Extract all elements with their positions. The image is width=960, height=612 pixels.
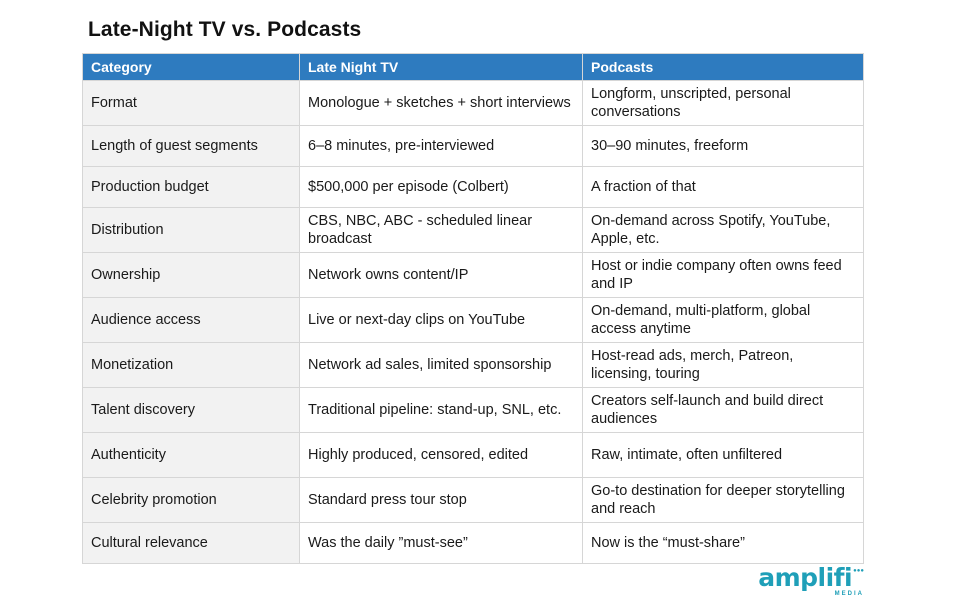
table-row: Distribution CBS, NBC, ABC - scheduled l… xyxy=(82,207,864,253)
row-category: Ownership xyxy=(82,252,300,298)
row-podcasts: 30–90 minutes, freeform xyxy=(582,125,864,167)
logo-subtitle: MEDIA xyxy=(834,591,864,597)
row-late-night-tv: Network owns content/IP xyxy=(299,252,583,298)
row-category: Format xyxy=(82,80,300,126)
row-late-night-tv: Highly produced, censored, edited xyxy=(299,432,583,478)
header-late-night-tv: Late Night TV xyxy=(299,53,583,81)
table-row: Talent discovery Traditional pipeline: s… xyxy=(82,387,864,433)
header-podcasts: Podcasts xyxy=(582,53,864,81)
row-podcasts: A fraction of that xyxy=(582,166,864,208)
row-late-night-tv: Was the daily ”must-see” xyxy=(299,522,583,564)
row-late-night-tv: $500,000 per episode (Colbert) xyxy=(299,166,583,208)
table-row: Ownership Network owns content/IP Host o… xyxy=(82,252,864,298)
row-category: Monetization xyxy=(82,342,300,388)
table-row: Audience access Live or next-day clips o… xyxy=(82,297,864,343)
table-row: Format Monologue + sketches + short inte… xyxy=(82,80,864,126)
page-title: Late-Night TV vs. Podcasts xyxy=(88,18,362,41)
row-podcasts: Host-read ads, merch, Patreon, licensing… xyxy=(582,342,864,388)
row-category: Celebrity promotion xyxy=(82,477,300,523)
row-category: Distribution xyxy=(82,207,300,253)
table-header-row: Category Late Night TV Podcasts xyxy=(82,53,864,81)
row-late-night-tv: CBS, NBC, ABC - scheduled linear broadca… xyxy=(299,207,583,253)
row-podcasts: On-demand across Spotify, YouTube, Apple… xyxy=(582,207,864,253)
row-podcasts: Raw, intimate, often unfiltered xyxy=(582,432,864,478)
row-late-night-tv: Traditional pipeline: stand-up, SNL, etc… xyxy=(299,387,583,433)
table-row: Celebrity promotion Standard press tour … xyxy=(82,477,864,523)
table-row: Authenticity Highly produced, censored, … xyxy=(82,432,864,478)
table-row: Monetization Network ad sales, limited s… xyxy=(82,342,864,388)
row-category: Production budget xyxy=(82,166,300,208)
row-category: Cultural relevance xyxy=(82,522,300,564)
logo-dots-icon: ●●● xyxy=(853,568,864,574)
row-podcasts: Now is the “must-share” xyxy=(582,522,864,564)
header-category: Category xyxy=(82,53,300,81)
row-podcasts: Host or indie company often owns feed an… xyxy=(582,252,864,298)
row-category: Talent discovery xyxy=(82,387,300,433)
row-podcasts: Creators self-launch and build direct au… xyxy=(582,387,864,433)
row-podcasts: Longform, unscripted, personal conversat… xyxy=(582,80,864,126)
row-late-night-tv: Live or next-day clips on YouTube xyxy=(299,297,583,343)
row-category: Audience access xyxy=(82,297,300,343)
row-category: Authenticity xyxy=(82,432,300,478)
row-late-night-tv: 6–8 minutes, pre-interviewed xyxy=(299,125,583,167)
comparison-table: Category Late Night TV Podcasts Format M… xyxy=(82,53,864,564)
row-late-night-tv: Network ad sales, limited sponsorship xyxy=(299,342,583,388)
amplifi-media-logo: amplifi ●●● MEDIA xyxy=(758,563,864,598)
row-late-night-tv: Monologue + sketches + short interviews xyxy=(299,80,583,126)
table-row: Length of guest segments 6–8 minutes, pr… xyxy=(82,125,864,167)
table-row: Production budget $500,000 per episode (… xyxy=(82,166,864,208)
row-late-night-tv: Standard press tour stop xyxy=(299,477,583,523)
row-category: Length of guest segments xyxy=(82,125,300,167)
logo-wordmark: amplifi xyxy=(758,563,853,592)
row-podcasts: Go-to destination for deeper storytellin… xyxy=(582,477,864,523)
row-podcasts: On-demand, multi-platform, global access… xyxy=(582,297,864,343)
table-row: Cultural relevance Was the daily ”must-s… xyxy=(82,522,864,564)
